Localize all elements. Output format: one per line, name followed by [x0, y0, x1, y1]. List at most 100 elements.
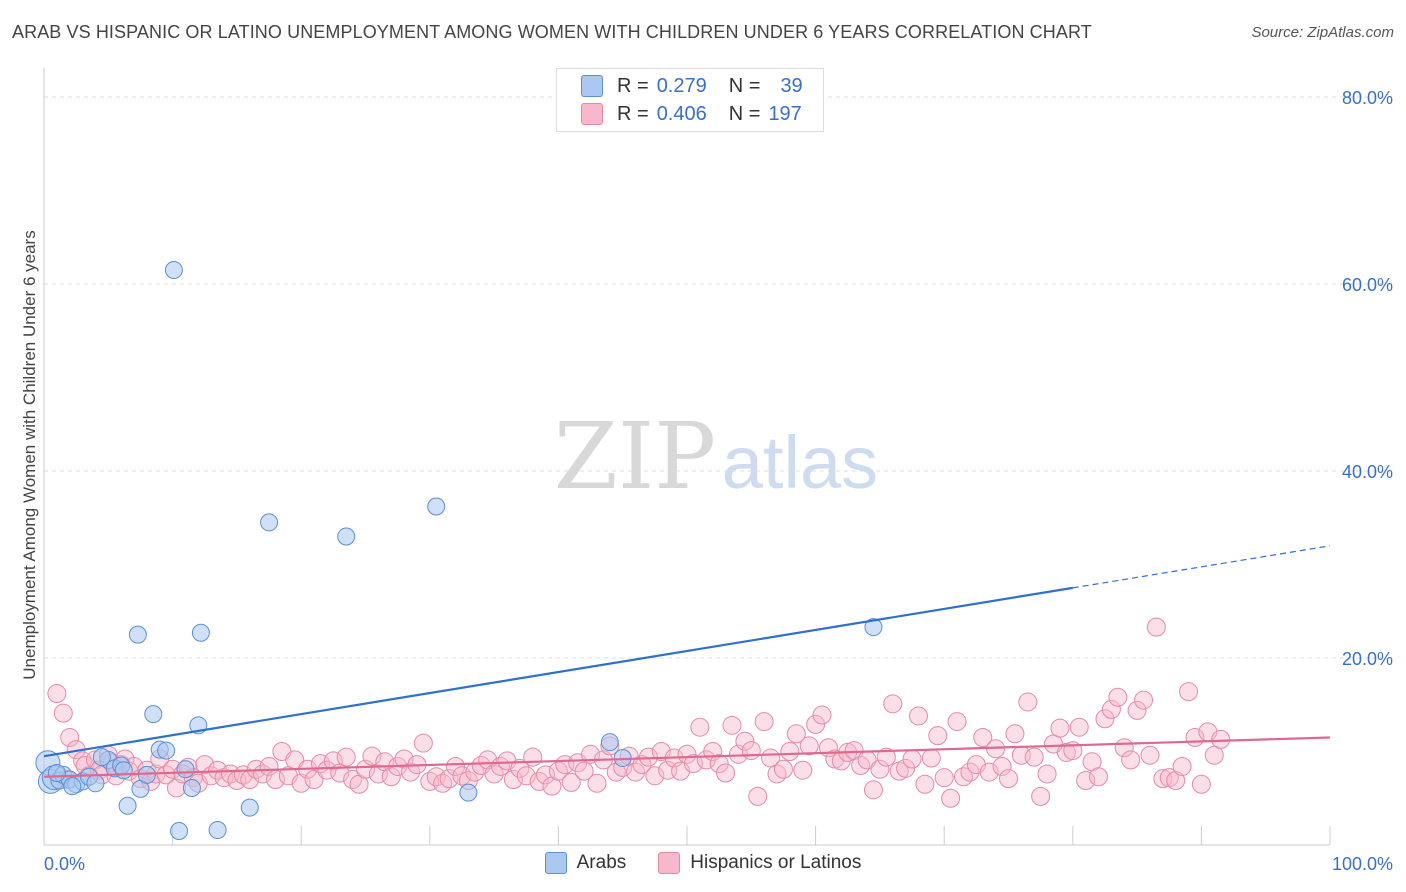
arab-point [157, 741, 176, 760]
hispanic-point [1069, 717, 1089, 737]
arabs-trend-extension [1072, 545, 1331, 589]
legend-n-label: N = [728, 102, 761, 125]
hispanic-point [870, 759, 890, 779]
y-tick-label: 40.0% [1342, 462, 1393, 482]
y-axis-label: Unemployment Among Women with Children U… [20, 230, 39, 680]
hispanic-point [876, 747, 896, 767]
legend-row-arabs: R = 0.279 N = 39 [581, 73, 803, 99]
hispanic-point [1204, 745, 1224, 765]
hispanic-point [896, 758, 916, 778]
hispanic-point [999, 769, 1018, 789]
arab-point [118, 796, 137, 815]
hispanic-point [1179, 682, 1199, 702]
hispanic-point [1134, 690, 1154, 710]
legend-item-arabs[interactable]: Arabs [544, 852, 627, 874]
hispanic-point [1089, 767, 1109, 787]
hispanic-point [381, 767, 401, 787]
arab-point [176, 760, 195, 779]
arab-point [86, 774, 105, 793]
x-tick-label: 0.0% [44, 854, 85, 874]
arab-point [427, 497, 446, 516]
hispanic-point [1172, 756, 1192, 776]
hispanic-point [1005, 724, 1025, 744]
arab-point [459, 783, 478, 802]
legend-row-hispanics: R = 0.406 N = 197 [581, 101, 802, 127]
hispanic-point [1108, 687, 1128, 707]
hispanic-point [503, 770, 523, 790]
hispanic-point [510, 758, 530, 778]
hispanic-point [683, 754, 703, 774]
hispanic-point [336, 747, 356, 767]
hispanic-point [883, 694, 903, 714]
hispanics-points [47, 617, 1231, 808]
hispanic-point [446, 756, 466, 776]
correlation-legend: R = 0.279 N = 39 R = 0.406 N = 197 [556, 68, 824, 132]
hispanic-point [1037, 764, 1057, 784]
hispanic-point [291, 773, 311, 793]
hispanic-point [195, 755, 215, 775]
hispanic-point [413, 733, 433, 753]
hispanic-point [1191, 774, 1211, 794]
hispanic-point [709, 754, 729, 774]
hispanic-point [716, 763, 736, 783]
arab-point [337, 527, 356, 546]
gridlines [44, 96, 1392, 659]
legend-r-value: 0.279 [656, 74, 707, 97]
hispanic-point [690, 717, 710, 737]
legend-n-value: 39 [780, 74, 803, 97]
arab-point [240, 798, 259, 817]
hispanic-point [1127, 700, 1147, 720]
legend-item-hispanics[interactable]: Hispanics or Latinos [658, 852, 861, 874]
x-tick-label: 100.0% [1332, 854, 1393, 874]
watermark-zip: ZIP [554, 403, 716, 510]
hispanic-point [1024, 747, 1044, 767]
hispanic-point [1140, 745, 1160, 765]
hispanic-point [677, 744, 697, 764]
hispanic-point [812, 705, 832, 725]
hispanic-point [1050, 718, 1070, 738]
legend-n-value: 197 [768, 102, 802, 125]
watermark-atlas: atlas [722, 421, 878, 504]
hispanic-point [941, 788, 961, 808]
hispanic-point [645, 766, 665, 786]
hispanics-swatch [658, 852, 681, 874]
arabs-swatch [544, 852, 567, 874]
hispanic-point [947, 712, 967, 732]
legend-label-hispanics: Hispanics or Latinos [690, 852, 862, 873]
arabs-trend-line [43, 586, 1073, 758]
hispanic-point [523, 747, 543, 767]
arab-point [600, 733, 619, 752]
hispanic-point [626, 762, 646, 782]
hispanic-point [722, 715, 742, 735]
hispanic-point [793, 760, 813, 780]
legend-label-arabs: Arabs [576, 852, 627, 873]
hispanic-point [484, 764, 504, 784]
y-tick-label: 60.0% [1342, 275, 1393, 295]
arab-point [47, 764, 66, 783]
hispanic-point [799, 736, 819, 756]
arabs-swatch [581, 75, 603, 97]
hispanic-point [773, 759, 793, 779]
hispanic-point [780, 742, 800, 761]
hispanic-point [1018, 692, 1038, 712]
hispanic-point [1166, 770, 1186, 790]
arab-point [170, 821, 189, 840]
hispanic-point [806, 714, 826, 734]
arab-point [63, 777, 82, 796]
arab-point [208, 821, 227, 840]
hispanic-point [863, 780, 883, 800]
chart-title: ARAB VS HISPANIC OR LATINO UNEMPLOYMENT … [12, 22, 1092, 42]
y-tick-label: 80.0% [1342, 88, 1393, 108]
arab-point [164, 260, 183, 279]
hispanic-point [1121, 750, 1141, 770]
series-legend: Arabs Hispanics or Latinos [0, 852, 1406, 874]
hispanic-point [992, 756, 1012, 776]
hispanic-point [581, 744, 601, 764]
hispanics-trend-line [43, 736, 1331, 778]
hispanic-point [960, 762, 980, 782]
arab-point [128, 625, 147, 644]
legend-n-label: N = [728, 74, 761, 97]
hispanic-point [735, 731, 755, 751]
arabs-points [35, 260, 883, 840]
hispanic-point [1211, 729, 1231, 749]
